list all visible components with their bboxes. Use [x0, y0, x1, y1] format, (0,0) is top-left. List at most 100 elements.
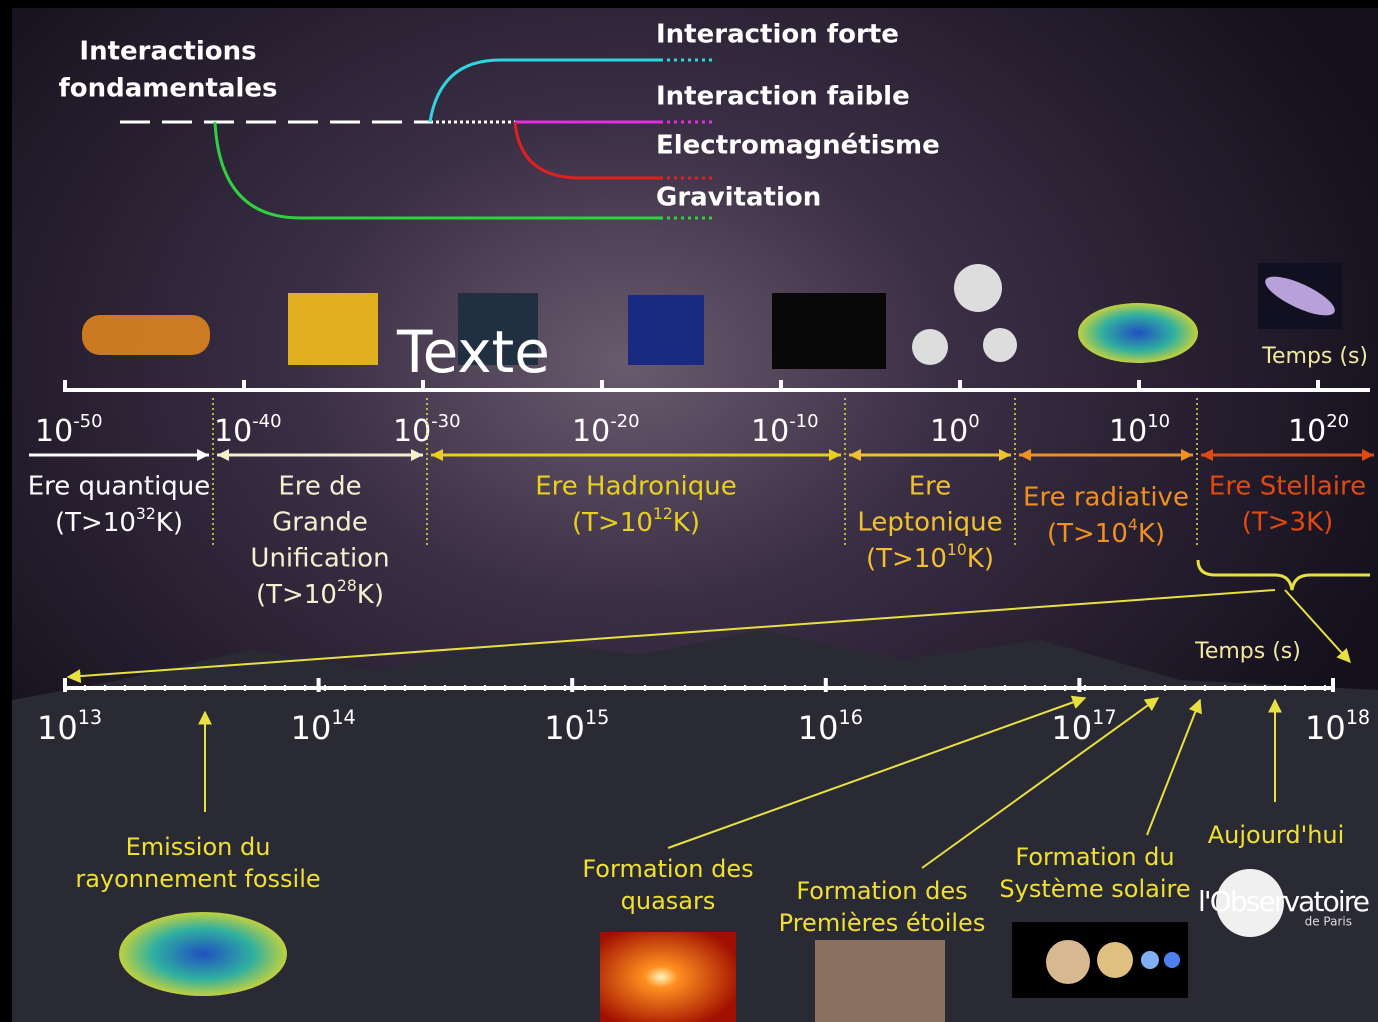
galaxy	[1265, 276, 1335, 316]
zoom-brace	[1196, 559, 1370, 591]
tick-label-part: 15	[585, 706, 609, 729]
era-temp-part: K)	[156, 508, 183, 538]
overlay-text: Texte	[396, 318, 550, 386]
era-name: Grande	[272, 508, 368, 538]
he-nucleus	[912, 329, 948, 365]
era-temp: (T>1032K)	[55, 505, 183, 538]
era-arrowhead	[999, 449, 1011, 461]
event-label: Aujourd'hui	[1208, 821, 1345, 849]
era-name: Leptonique	[857, 508, 1002, 538]
era-temp: (T>1010K)	[866, 541, 994, 574]
tick-label: 1017	[1051, 706, 1116, 747]
li-nucleus	[954, 264, 1002, 312]
event-label: rayonnement fossile	[75, 865, 320, 893]
tick-label-part: 13	[78, 706, 102, 729]
tick-label: 100	[930, 411, 980, 449]
stars-image	[815, 940, 945, 1022]
tick-label: 1020	[1288, 411, 1349, 449]
tick-label-part: 17	[1092, 706, 1116, 729]
tick-label-part: 14	[331, 706, 355, 729]
tick-label-part: -20	[610, 411, 639, 432]
event-label: Premières étoiles	[779, 909, 986, 937]
tick-label: 10-40	[214, 411, 282, 449]
era-name: Ere Hadronique	[535, 472, 737, 502]
tick-label-part: -30	[431, 411, 460, 432]
event-label: Formation des	[582, 855, 753, 883]
axis-label: Temps (s)	[1194, 639, 1301, 664]
tick-label-part: 10	[544, 709, 585, 747]
zoom-arrow-right	[1284, 589, 1351, 664]
tick-label-part: 18	[1346, 706, 1370, 729]
tick-label: 10-10	[751, 411, 819, 449]
d-nucleus	[983, 328, 1017, 362]
era-name: Ere quantique	[28, 472, 211, 502]
era-temp-part: 4	[1128, 516, 1138, 534]
tick-label-part: 10	[291, 709, 332, 747]
era-arrowhead	[849, 449, 861, 461]
hadron-image	[458, 293, 538, 365]
era-name: Ere Stellaire	[1209, 472, 1366, 502]
saturn	[1097, 942, 1133, 978]
era-arrowhead	[1362, 449, 1374, 461]
era-temp-part: (T>10	[1047, 519, 1128, 549]
tick-label-part: -10	[789, 411, 818, 432]
logo-name: l'Observatoire	[1198, 885, 1370, 918]
era-arrowhead	[217, 449, 229, 461]
era-temp-part: 10	[947, 541, 967, 559]
event-label: Emission du	[126, 833, 271, 861]
force-name: Interaction forte	[656, 20, 899, 50]
event-arrows	[66, 589, 1351, 869]
em-line	[513, 121, 660, 180]
event-label: Formation des	[796, 877, 967, 905]
era-arrowhead	[1019, 449, 1031, 461]
era-arrowhead	[197, 449, 209, 461]
tick-label-part: 10	[393, 414, 431, 449]
tick-label: 1015	[544, 706, 609, 747]
tick-label-part: -50	[73, 411, 102, 432]
labels: Interactions fondamentales Interaction for…	[28, 20, 1374, 937]
era-temp: (T>1028K)	[256, 577, 384, 610]
era-name: Ere	[909, 472, 952, 502]
tick-label: 10-50	[35, 411, 103, 449]
era-temp-part: 32	[136, 505, 156, 523]
era-arrowhead	[411, 449, 423, 461]
interaction-lines	[120, 58, 660, 220]
era-temp-part: K)	[967, 544, 994, 574]
era-temp: (T>1012K)	[572, 505, 700, 538]
event-label: Système solaire	[999, 875, 1190, 903]
jupiter	[1046, 940, 1090, 984]
tick-label-part: 10	[214, 414, 252, 449]
era-name: Ere radiative	[1023, 483, 1189, 513]
uranus	[1141, 951, 1159, 969]
arrow-quasars	[667, 695, 1087, 849]
era-temp-part: (T>10	[572, 508, 653, 538]
era-temp-part: K)	[673, 508, 700, 538]
arrow-stars	[921, 697, 1160, 869]
era-temp: (T>104K)	[1047, 516, 1165, 549]
tick-label-part: 10	[1305, 709, 1346, 747]
strong-line	[428, 58, 660, 123]
axis-label: Temps (s)	[1261, 344, 1368, 369]
cmb-image	[1078, 303, 1198, 363]
gravity-line	[213, 121, 660, 220]
tick-label: 10-20	[572, 411, 640, 449]
tick-label-part: 10	[1109, 414, 1147, 449]
tick-label: 1014	[291, 706, 356, 747]
quantum-image	[82, 315, 210, 355]
tick-label: 10-30	[393, 411, 461, 449]
arrow-solar	[1146, 698, 1202, 836]
tick-label-part: 10	[1288, 414, 1326, 449]
tick-label-part: 0	[968, 411, 979, 432]
force-name: Gravitation	[656, 183, 821, 213]
gut-image	[288, 293, 378, 365]
bubble-chamber-image	[772, 293, 886, 369]
era-arrowhead	[431, 449, 443, 461]
zoom-arrow-left	[66, 589, 1276, 684]
title-line: fondamentales	[58, 74, 277, 104]
quasar-image	[600, 932, 736, 1022]
particle-image	[628, 295, 704, 365]
force-name: Interaction faible	[656, 82, 910, 112]
era-temp-part: (T>10	[866, 544, 947, 574]
era-temp: (T>3K)	[1242, 508, 1334, 538]
tick-label: 1010	[1109, 411, 1170, 449]
